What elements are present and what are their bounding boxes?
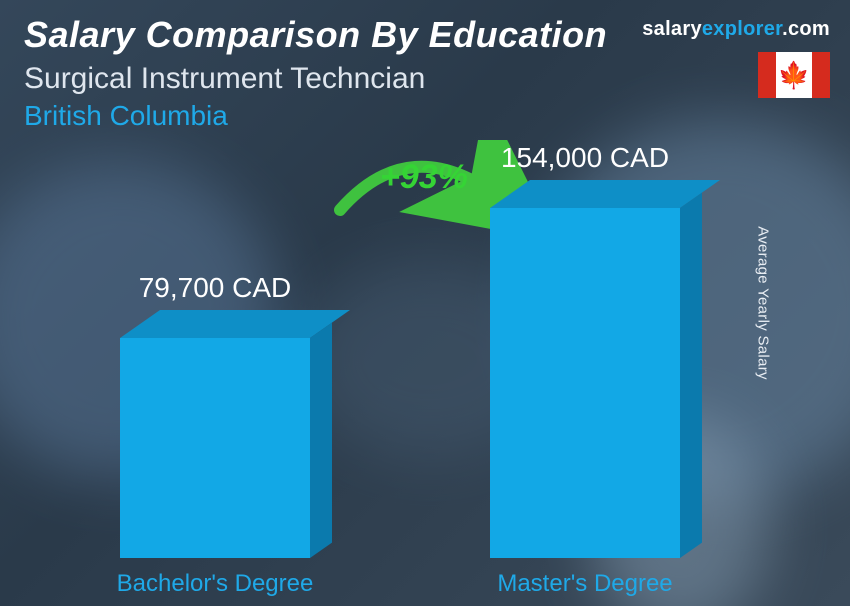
bar-chart: 79,700 CAD Bachelor's Degree 154,000 CAD… [0, 175, 850, 558]
region: British Columbia [24, 100, 826, 132]
brand-logo: salaryexplorer.com [642, 18, 830, 41]
bar-side-face [310, 323, 332, 558]
flag-band-right [812, 52, 830, 98]
bar-label: Bachelor's Degree [85, 570, 345, 598]
maple-leaf-icon: 🍁 [778, 62, 810, 88]
bar-side-face [680, 193, 702, 558]
bar-front-face [490, 208, 680, 558]
flag-mid: 🍁 [776, 52, 812, 98]
subtitle: Surgical Instrument Techncian [24, 62, 826, 96]
bar-label: Master's Degree [455, 570, 715, 598]
bar-front-face [120, 338, 310, 558]
bar-value: 154,000 CAD [455, 142, 715, 174]
brand-suffix: .com [782, 18, 830, 40]
canada-flag-icon: 🍁 [758, 52, 830, 98]
brand-prefix: salary [642, 18, 702, 40]
flag-band-left [758, 52, 776, 98]
infographic-stage: Salary Comparison By Education Surgical … [0, 0, 850, 606]
bar-value: 79,700 CAD [85, 272, 345, 304]
brand-accent: explorer [702, 18, 782, 40]
